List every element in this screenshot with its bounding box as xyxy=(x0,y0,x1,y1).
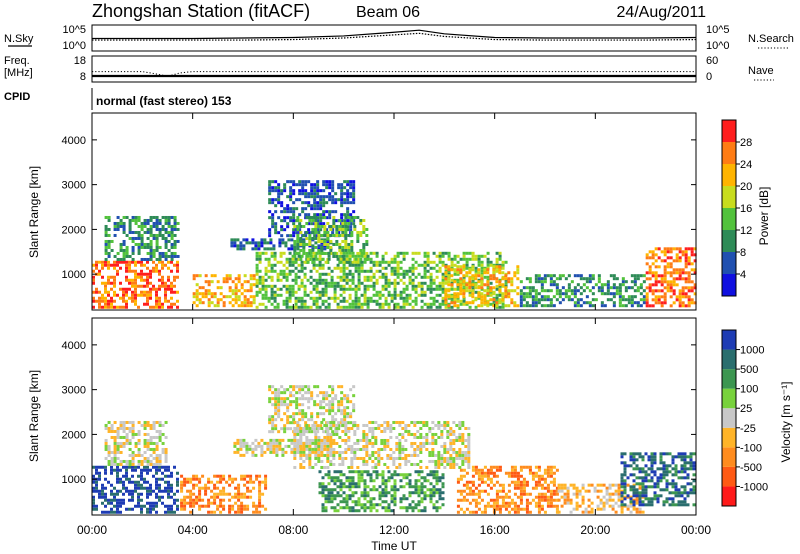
power-patch-4 xyxy=(268,180,356,238)
power-colorbar-tick-6: 4 xyxy=(740,269,746,281)
freq-unit-label: [MHz] xyxy=(4,67,33,79)
freq-ytick-bottom: 8 xyxy=(80,71,86,83)
velocity-patch-7 xyxy=(456,465,559,514)
power-colorbar-tick-0: 28 xyxy=(740,137,752,149)
velocity-ylabel: Slant Range [km] xyxy=(27,370,41,462)
power-colorbar-swatch-0 xyxy=(722,274,736,296)
power-patch-2 xyxy=(192,274,256,308)
velocity-patch-2 xyxy=(180,474,268,514)
power-colorbar-swatch-1 xyxy=(722,252,736,274)
station-title: Zhongshan Station (fitACF) xyxy=(92,1,310,21)
velocity-colorbar-swatch-6 xyxy=(722,369,736,389)
velocity-colorbar-tick-0: 1000 xyxy=(740,345,764,357)
velocity-ytick-label-2: 3000 xyxy=(62,385,86,397)
velocity-patch-5 xyxy=(293,420,471,469)
velocity-colorbar-label: Velocity [m s⁻¹] xyxy=(779,381,793,462)
velocity-colorbar-tick-6: -500 xyxy=(740,462,762,474)
nsky-label: N.Sky xyxy=(4,33,34,45)
power-colorbar-tick-1: 24 xyxy=(740,159,752,171)
xtick-label-6: 00:00 xyxy=(681,523,711,537)
date-title: 24/Aug/2011 xyxy=(616,4,706,21)
velocity-patch-1 xyxy=(104,420,168,466)
velocity-colorbar-swatch-4 xyxy=(722,408,736,428)
velocity-colorbar-swatch-2 xyxy=(722,447,736,467)
xtick-label-0: 00:00 xyxy=(77,523,107,537)
velocity-colorbar-tick-1: 500 xyxy=(740,364,758,376)
velocity-ytick-label-3: 4000 xyxy=(62,340,86,352)
velocity-patch-9 xyxy=(620,452,696,507)
power-colorbar-tick-2: 20 xyxy=(740,181,752,193)
power-patch-8 xyxy=(519,274,646,308)
power-colorbar-tick-5: 8 xyxy=(740,247,746,259)
noise-panel: 10^5 10^0 10^5 10^0 xyxy=(62,24,729,52)
noise-ytick-right-bottom: 10^0 xyxy=(706,40,730,52)
power-patch-7 xyxy=(444,265,520,308)
power-colorbar-tick-3: 16 xyxy=(740,203,752,215)
power-colorbar-swatch-6 xyxy=(722,142,736,164)
power-colorbar-swatch-4 xyxy=(722,186,736,208)
power-colorbar-tick-4: 12 xyxy=(740,225,752,237)
noise-ytick-top: 10^5 xyxy=(62,24,86,36)
velocity-patch-6 xyxy=(318,470,445,513)
power-colorbar-swatch-7 xyxy=(722,120,736,142)
velocity-ytick-label-0: 1000 xyxy=(62,474,86,486)
noise-ytick-right-top: 10^5 xyxy=(706,24,730,36)
power-colorbar-label: Power [dB] xyxy=(757,187,771,246)
velocity-colorbar-tick-2: 100 xyxy=(740,384,758,396)
power-ytick-label-0: 1000 xyxy=(62,269,86,281)
xtick-label-3: 12:00 xyxy=(379,523,409,537)
velocity-colorbar-tick-7: -1000 xyxy=(740,481,768,493)
velocity-colorbar-tick-5: -100 xyxy=(740,442,762,454)
frequency-panel: 18 8 60 0 xyxy=(74,55,719,83)
velocity-colorbar-tick-3: 25 xyxy=(740,403,752,415)
power-colorbar-swatch-5 xyxy=(722,164,736,186)
cpid-label: CPID xyxy=(4,91,30,103)
velocity-ytick-label-1: 2000 xyxy=(62,429,86,441)
velocity-colorbar-swatch-3 xyxy=(722,427,736,448)
velocity-colorbar-swatch-8 xyxy=(722,330,736,350)
beam-title: Beam 06 xyxy=(356,4,420,21)
power-ytick-label-3: 4000 xyxy=(62,135,86,147)
noise-ytick-bottom: 10^0 xyxy=(62,40,86,52)
power-colorbar-swatch-2 xyxy=(722,230,736,252)
freq-label: Freq. xyxy=(4,55,30,67)
power-ylabel: Slant Range [km] xyxy=(27,166,41,258)
velocity-colorbar-swatch-7 xyxy=(722,349,736,370)
velocity-patch-4 xyxy=(268,385,356,434)
power-patch-9 xyxy=(645,247,697,308)
nave-ytick-top: 60 xyxy=(706,55,718,67)
velocity-colorbar-swatch-0 xyxy=(722,486,736,506)
power-ytick-label-2: 3000 xyxy=(62,180,86,192)
power-panel: 1000 2000 3000 4000 Slant Range [km] 28 24 20… xyxy=(27,112,771,311)
freq-ytick-top: 18 xyxy=(74,55,86,67)
power-colorbar-swatch-3 xyxy=(722,208,736,230)
frequency-frame xyxy=(91,55,697,83)
velocity-panel: 1000 2000 3000 4000 Slant Range [km] 1000 50… xyxy=(27,113,793,553)
noise-series-0 xyxy=(92,29,697,40)
x-axis-label: Time UT xyxy=(371,539,417,553)
xtick-label-4: 16:00 xyxy=(480,523,510,537)
velocity-colorbar-tick-4: -25 xyxy=(740,423,756,435)
nave-ytick-bottom: 0 xyxy=(706,71,712,83)
power-ytick-label-1: 2000 xyxy=(62,224,86,236)
xtick-label-1: 04:00 xyxy=(178,523,208,537)
nave-label: Nave xyxy=(748,65,774,77)
mode-line: normal (fast stereo) 153 xyxy=(96,94,232,108)
velocity-colorbar-swatch-1 xyxy=(722,466,736,487)
velocity-patch-0 xyxy=(92,465,179,514)
xtick-label-5: 20:00 xyxy=(580,523,610,537)
xtick-label-2: 08:00 xyxy=(278,523,308,537)
velocity-colorbar-swatch-5 xyxy=(722,388,736,409)
nsearch-label: N.Search xyxy=(748,33,794,45)
noise-series-1 xyxy=(92,32,697,41)
power-patch-1 xyxy=(104,215,180,261)
